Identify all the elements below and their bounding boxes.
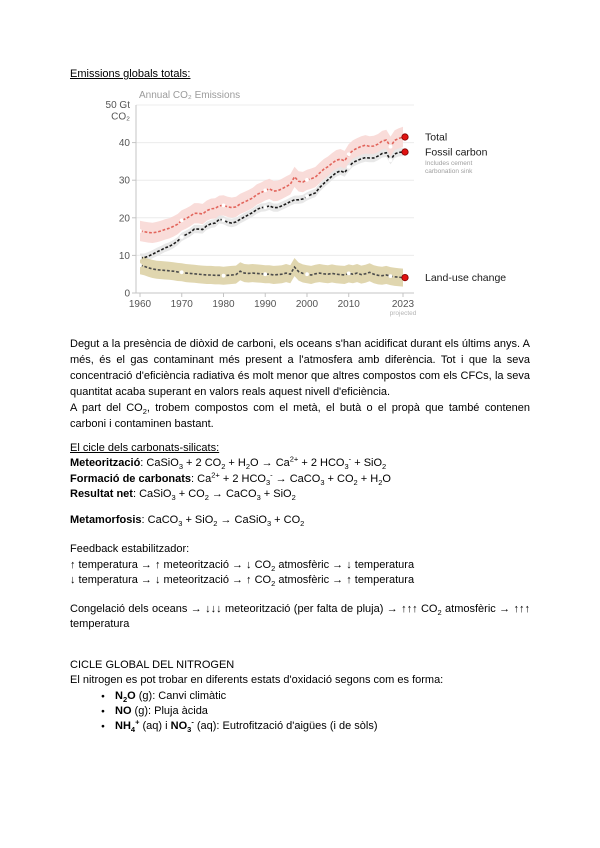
svg-text:0: 0 <box>124 289 130 300</box>
band-land-use-change <box>140 256 403 287</box>
chart-title: Annual CO₂ Emissions <box>139 90 240 101</box>
svg-text:10: 10 <box>119 251 131 262</box>
paragraph-co2-compounds: A part del CO2, trobem compostos com el … <box>70 402 530 430</box>
section-title-nitrogen: CICLE GLOBAL DEL NITROGEN <box>70 658 235 671</box>
feedback-title: Feedback estabilitzador: <box>70 543 190 555</box>
chart-uncertainty-bands <box>140 126 403 287</box>
end-dot-land-use-change <box>401 274 409 282</box>
list-item: NH4+ (aq) i NO3- (aq): Eutrofització d'a… <box>70 716 530 734</box>
svg-text:2023: 2023 <box>392 299 415 310</box>
nitrogen-list: N2O (g): Canvi climàtic NO (g): Pluja àc… <box>70 689 530 734</box>
svg-text:projected: projected <box>390 310 417 317</box>
list-item: N2O (g): Canvi climàtic <box>70 689 530 704</box>
feedback-line-down: ↓ temperatura → ↓ meteorització → ↑ CO2 … <box>70 574 415 589</box>
svg-text:1960: 1960 <box>129 299 152 310</box>
list-item-text: NH4+ (aq) i NO3- (aq): Eutrofització d'a… <box>115 716 378 734</box>
svg-text:CO₂: CO₂ <box>111 112 130 123</box>
equation-formacio-carbonats: Formació de carbonats: Ca2+ + 2 HCO3- → … <box>70 469 391 487</box>
section-title-carbonats: El cicle dels carbonats-silicats: <box>70 442 220 454</box>
line-land-use-change <box>139 264 404 279</box>
legend-label-total: Total <box>425 132 447 144</box>
feedback-line-up: ↑ temperatura → ↑ meteorització → ↓ CO2 … <box>70 558 415 573</box>
paragraph-congelacio: Congelació dels oceans → ↓↓↓ meteoritzac… <box>70 602 530 631</box>
svg-text:1990: 1990 <box>254 299 277 310</box>
band-total <box>140 126 403 243</box>
legend-note-fossil-carbon: Includes cement <box>425 160 473 167</box>
chart-end-dots <box>401 133 409 282</box>
list-item-text: N2O (g): Canvi climàtic <box>115 689 227 704</box>
list-item-text: NO (g): Pluja àcida <box>115 704 208 717</box>
svg-text:50 Gt: 50 Gt <box>106 100 131 111</box>
nitrogen-intro: El nitrogen es pot trobar en diferents e… <box>70 674 444 686</box>
paragraph-co2-oceans: Degut a la presència de diòxid de carbon… <box>70 338 530 398</box>
svg-text:1970: 1970 <box>171 299 194 310</box>
end-dot-fossil-carbon <box>401 148 409 156</box>
equation-metamorfosis: Metamorfosis: CaCO3 + SiO2 → CaSiO3 + CO… <box>70 513 305 528</box>
svg-text:30: 30 <box>119 176 131 187</box>
line-fossil-carbon <box>140 151 404 259</box>
co2-emissions-chart: 0 10 20 30 40 50 Gt CO₂ 1960 1970 1980 1990 2000 201… <box>70 88 530 328</box>
svg-text:2010: 2010 <box>338 299 361 310</box>
legend-note-fossil-carbon: carbonation sink <box>425 168 473 175</box>
band-fossil-carbon <box>140 147 403 262</box>
chart-series-lines <box>138 136 404 279</box>
legend-label-land-use-change: Land-use change <box>425 272 506 284</box>
equation-resultat-net: Resultat net: CaSiO3 + CO2 → CaCO3 + SiO… <box>70 488 296 503</box>
section-title-emissions: Emissions globals totals: <box>70 68 191 80</box>
end-dot-total <box>401 133 409 141</box>
svg-text:20: 20 <box>119 213 131 224</box>
svg-text:2000: 2000 <box>296 299 319 310</box>
line-total <box>139 136 404 234</box>
legend-label-fossil-carbon: Fossil carbon <box>425 147 488 159</box>
equation-meteoritzacio: Meteorització: CaSiO3 + 2 CO2 + H2O → Ca… <box>70 454 387 472</box>
svg-text:1980: 1980 <box>212 299 235 310</box>
svg-text:40: 40 <box>119 138 131 149</box>
list-item: NO (g): Pluja àcida <box>70 704 530 719</box>
